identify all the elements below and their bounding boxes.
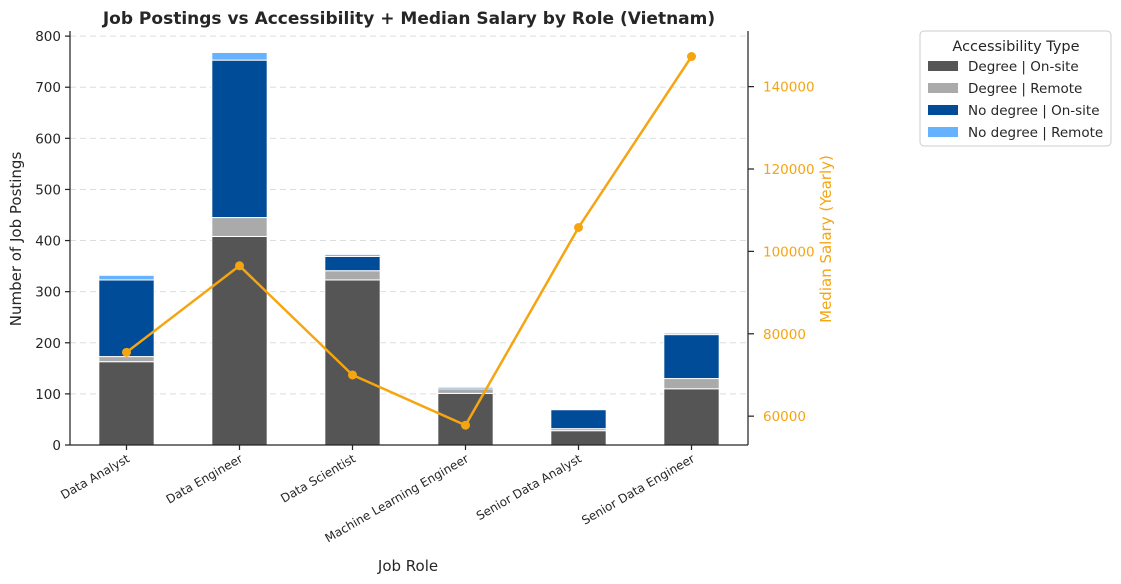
y-tick-label: 800 [35, 29, 61, 45]
legend-swatch-1 [928, 61, 958, 71]
bar-segment-2 [663, 378, 720, 390]
salary-point [461, 420, 470, 430]
bars [98, 51, 720, 446]
y-tick-label: 200 [35, 336, 61, 352]
salary-point [235, 261, 244, 271]
salary-line [122, 52, 696, 430]
x-tick-label: Data Analyst [58, 451, 132, 502]
y2-axis-label: Median Salary (Yearly) [817, 155, 835, 323]
x-tick-label: Data Engineer [164, 451, 245, 506]
legend-items: Degree | On-site Degree | Remote No degree… [928, 59, 1103, 141]
legend-label-3: No degree | On-site [968, 103, 1100, 119]
bar-segment-2 [98, 356, 155, 363]
legend-swatch-2 [928, 83, 958, 93]
x-tick-label: Senior Data Analyst [474, 451, 584, 523]
y-tick-label: 300 [35, 285, 61, 301]
y2-tick-label: 60000 [763, 409, 806, 425]
salary-point [574, 222, 583, 232]
legend-title: Accessibility Type [952, 39, 1079, 55]
bar-segment-1 [437, 392, 494, 446]
legend-label-1: Degree | On-site [968, 59, 1079, 75]
y2-tick-label: 80000 [763, 327, 806, 343]
x-tick-label: Data Scientist [278, 451, 358, 505]
legend-label-2: Degree | Remote [968, 81, 1082, 97]
y-axis-label: Number of Job Postings [7, 152, 25, 327]
y2-tick-label: 120000 [763, 162, 815, 178]
y-tick-label: 400 [35, 234, 61, 250]
y-tick-label: 500 [35, 182, 61, 198]
bar-segment-4 [98, 274, 155, 281]
legend-swatch-4 [928, 127, 958, 137]
bar-segment-3 [663, 334, 720, 380]
salary-point [122, 347, 131, 357]
y-tick-label: 100 [35, 387, 61, 403]
bar-segment-3 [324, 255, 381, 272]
bar-segment-2 [324, 270, 381, 281]
bar-segment-4 [324, 253, 381, 257]
legend-label-4: No degree | Remote [968, 125, 1103, 141]
bar-segment-2 [211, 217, 268, 237]
x-tick-label: Senior Data Engineer [579, 451, 697, 527]
bar-segment-1 [663, 388, 720, 446]
bar-segment-4 [211, 51, 268, 61]
bar-segment-1 [324, 279, 381, 446]
salary-line-path [125, 55, 693, 427]
legend-frame [919, 30, 1112, 147]
y2-tick-label: 100000 [763, 244, 815, 260]
bar-segment-4 [437, 385, 494, 388]
bar-segment-3 [98, 279, 155, 358]
salary-point [687, 52, 696, 62]
bar-segment-1 [550, 430, 607, 446]
y-tick-label: 0 [52, 438, 61, 454]
bar-segment-3 [211, 59, 268, 219]
salary-point [348, 370, 357, 380]
bar-segment-4 [663, 332, 720, 336]
y-tick-label: 700 [35, 80, 61, 96]
grid [70, 35, 748, 446]
x-axis-label: Job Role [377, 557, 438, 575]
chart-title: Job Postings vs Accessibility + Median S… [102, 9, 715, 29]
legend: Accessibility Type Degree | On-siteDegre… [919, 30, 1112, 147]
bar-segment-1 [98, 361, 155, 446]
y-tick-label: 600 [35, 131, 61, 147]
bar-segment-3 [550, 409, 607, 430]
y2-tick-label: 140000 [763, 80, 815, 96]
legend-swatch-3 [928, 105, 958, 115]
